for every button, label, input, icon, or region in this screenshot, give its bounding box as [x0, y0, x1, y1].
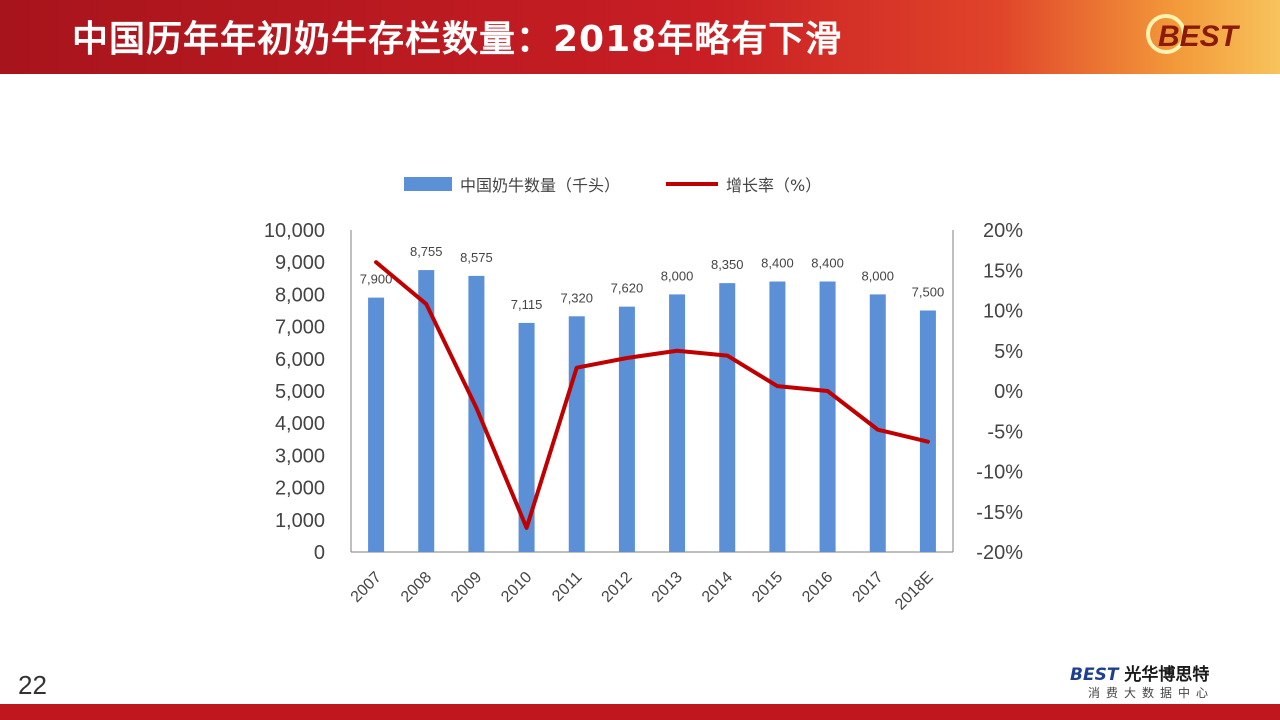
y-left-tick-label: 8,000: [275, 284, 325, 306]
growth-rate-point: [726, 355, 728, 357]
x-tick-label: 2013: [649, 569, 686, 606]
bar: [719, 283, 736, 552]
bar-data-label: 7,320: [560, 290, 593, 305]
y-left-tick-label: 9,000: [275, 252, 325, 274]
bar: [518, 322, 535, 552]
bar: [568, 316, 585, 552]
growth-rate-point: [475, 407, 477, 409]
y-left-tick-label: 5,000: [275, 381, 325, 403]
x-tick-label: 2007: [348, 569, 385, 606]
logo-text: BEST: [1158, 20, 1241, 53]
chart-axes: [350, 230, 954, 553]
bar: [418, 270, 435, 552]
bar-data-label: 8,755: [410, 244, 443, 259]
legend-line-swatch: [666, 182, 719, 186]
slide-title: 中国历年年初奶牛存栏数量：2018年略有下滑: [72, 19, 843, 60]
growth-rate-point: [425, 303, 427, 305]
y-right-tick-labels: -20% -15% -10% -5% 0% 5% 10% 15% 20%: [976, 220, 1023, 564]
bar: [618, 306, 635, 552]
growth-rate-point: [776, 385, 778, 387]
y-left-tick-label: 2,000: [275, 478, 325, 500]
growth-rate-point: [526, 527, 528, 529]
bar-data-labels: 7,900 8,755 8,575 7,115 7,320 7,620 8,000 8,350…: [360, 244, 944, 312]
bar-data-label: 7,500: [912, 285, 945, 300]
x-tick-label: 2016: [799, 569, 836, 606]
growth-rate-point: [827, 390, 829, 392]
growth-rate-point: [676, 350, 678, 352]
y-left-tick-label: 1,000: [275, 510, 325, 532]
y-left-tick-label: 7,000: [275, 317, 325, 339]
y-right-tick-label: 5%: [994, 341, 1023, 363]
growth-rate-point: [576, 367, 578, 369]
growth-rate-point: [927, 441, 929, 443]
y-left-tick-labels: 0 1,000 2,000 3,000 4,000 5,000 6,000 7,000 8,00…: [264, 220, 325, 564]
bar-data-label: 7,900: [360, 272, 393, 287]
bar-data-label: 8,575: [460, 250, 493, 265]
x-tick-label: 2012: [599, 569, 636, 606]
growth-rate-point: [375, 261, 377, 263]
x-tick-label: 2010: [498, 569, 535, 606]
y-left-tick-label: 6,000: [275, 349, 325, 371]
brand-chinese: 光华博思特: [1124, 665, 1210, 685]
brand-name: BEST 光华博思特: [1070, 660, 1209, 685]
growth-rate-point: [877, 429, 879, 431]
bar: [819, 281, 836, 552]
bar-data-label: 8,000: [861, 268, 894, 283]
title-bar: 中国历年年初奶牛存栏数量：2018年略有下滑 BEST: [0, 0, 1280, 74]
bar-data-label: 7,115: [511, 297, 543, 312]
growth-rate-line: [374, 260, 930, 530]
x-tick-label: 2011: [549, 569, 585, 605]
bar-data-label: 8,350: [711, 257, 744, 272]
bar: [669, 294, 686, 552]
y-right-tick-label: -15%: [976, 502, 1023, 524]
y-right-tick-label: 10%: [983, 301, 1023, 323]
growth-rate-point: [626, 357, 628, 359]
legend-line-label: 增长率（%）: [726, 176, 822, 195]
y-left-tick-label: 10,000: [264, 220, 325, 242]
bar-data-label: 8,400: [811, 256, 844, 271]
bar: [368, 297, 385, 552]
y-left-tick-label: 0: [314, 542, 325, 564]
growth-line-series: [374, 260, 930, 530]
y-right-tick-label: -20%: [976, 542, 1023, 564]
legend-bar-label: 中国奶牛数量（千头）: [460, 176, 621, 195]
y-right-tick-label: 0%: [994, 381, 1023, 403]
bar-data-label: 7,620: [611, 281, 644, 296]
footer-bar: [0, 704, 1280, 720]
legend-bar-swatch: [404, 177, 452, 191]
brand-block: BEST 光华博思特 消费大数据中心: [1070, 660, 1260, 704]
best-logo: BEST: [1146, 14, 1241, 54]
y-left-tick-label: 3,000: [275, 445, 325, 467]
bar: [468, 275, 485, 552]
y-left-tick-label: 4,000: [275, 413, 325, 435]
bar: [869, 294, 886, 552]
bar-data-label: 8,000: [661, 268, 694, 283]
page-number: 22: [18, 670, 47, 700]
x-tick-labels: 2007 2008 2009 2010 2011 2012 2013 2014 2015 2016…: [348, 569, 937, 614]
brand-latin: BEST: [1070, 665, 1119, 685]
x-tick-label: 2014: [699, 569, 736, 606]
y-right-tick-label: -10%: [976, 462, 1023, 484]
x-tick-label: 2015: [749, 569, 786, 606]
y-right-tick-label: 15%: [983, 260, 1023, 282]
x-tick-label: 2018E: [892, 569, 937, 614]
x-tick-label: 2017: [849, 569, 886, 606]
brand-subtitle: 消费大数据中心: [1088, 686, 1215, 700]
bar-data-label: 8,400: [761, 256, 794, 271]
x-tick-label: 2009: [448, 569, 485, 606]
y-right-tick-label: 20%: [983, 220, 1023, 242]
bar: [919, 310, 936, 552]
x-tick-label: 2008: [398, 569, 435, 606]
y-right-tick-label: -5%: [987, 421, 1023, 443]
bar-series: [368, 270, 936, 552]
chart-legend: 中国奶牛数量（千头） 增长率（%）: [404, 172, 821, 196]
bar: [769, 281, 786, 552]
